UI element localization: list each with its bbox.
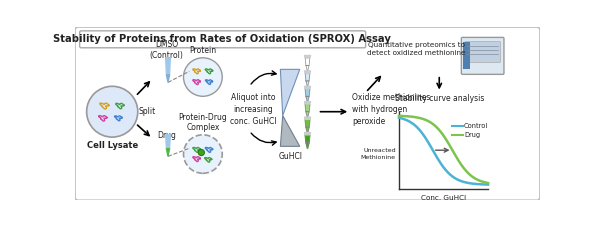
Polygon shape <box>166 75 170 82</box>
Polygon shape <box>305 135 310 142</box>
Polygon shape <box>166 58 170 75</box>
Polygon shape <box>304 102 311 104</box>
Text: Protein-Drug
Complex: Protein-Drug Complex <box>179 113 227 133</box>
Text: Quantitative proteomics to
detect oxidized methionine: Quantitative proteomics to detect oxidiz… <box>367 42 465 56</box>
Text: Control: Control <box>464 123 488 128</box>
Text: Unreacted
Methionine: Unreacted Methionine <box>361 148 396 160</box>
FancyBboxPatch shape <box>465 42 500 62</box>
Polygon shape <box>280 116 300 146</box>
Polygon shape <box>304 117 311 119</box>
Polygon shape <box>306 96 309 102</box>
Text: Protein: Protein <box>190 47 217 56</box>
Text: GuHCl: GuHCl <box>278 152 302 161</box>
Polygon shape <box>305 89 310 96</box>
Polygon shape <box>306 142 309 149</box>
FancyBboxPatch shape <box>461 37 504 74</box>
Polygon shape <box>280 69 300 116</box>
Polygon shape <box>305 104 310 112</box>
Polygon shape <box>463 42 470 69</box>
Text: Drug: Drug <box>464 132 480 138</box>
Polygon shape <box>304 71 311 73</box>
Polygon shape <box>304 133 311 135</box>
Polygon shape <box>305 73 310 81</box>
Text: Split: Split <box>139 107 156 116</box>
Circle shape <box>184 58 222 96</box>
Polygon shape <box>305 58 310 65</box>
Text: DMSO
(Control): DMSO (Control) <box>149 40 184 60</box>
Text: Cell Lysate: Cell Lysate <box>86 141 138 150</box>
Polygon shape <box>166 149 170 156</box>
FancyBboxPatch shape <box>75 27 540 200</box>
Polygon shape <box>306 65 309 72</box>
Circle shape <box>198 149 205 156</box>
Polygon shape <box>304 86 311 89</box>
Text: Stability of Proteins from Rates of Oxidation (SPROX) Assay: Stability of Proteins from Rates of Oxid… <box>53 34 391 44</box>
Text: Aliquot into
increasing
conc. GuHCl: Aliquot into increasing conc. GuHCl <box>230 93 277 126</box>
Polygon shape <box>306 127 309 133</box>
Circle shape <box>86 86 138 137</box>
Polygon shape <box>306 81 309 87</box>
Text: Drug: Drug <box>157 131 176 140</box>
Circle shape <box>184 135 222 173</box>
FancyBboxPatch shape <box>80 31 365 48</box>
Polygon shape <box>304 56 311 58</box>
Text: Conc. GuHCl: Conc. GuHCl <box>421 195 466 201</box>
Polygon shape <box>306 112 309 118</box>
Polygon shape <box>305 119 310 127</box>
Polygon shape <box>166 135 170 149</box>
Text: Stability curve analysis: Stability curve analysis <box>395 94 484 103</box>
Text: Oxidize methionines
with hydrogen
peroxide: Oxidize methionines with hydrogen peroxi… <box>352 93 431 126</box>
